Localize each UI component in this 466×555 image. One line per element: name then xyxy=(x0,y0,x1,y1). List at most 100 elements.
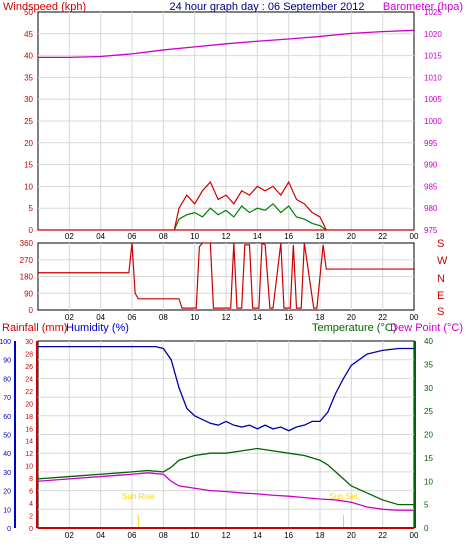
rainfall-tick-label: 12 xyxy=(25,451,33,458)
top-x-tick-label: 04 xyxy=(96,232,105,241)
top-x-tick-label: 16 xyxy=(284,232,293,241)
top-x-tick-label: 00 xyxy=(410,232,419,241)
direction-x-tick-label: 22 xyxy=(378,313,387,322)
direction-x-tick-label: 06 xyxy=(128,313,137,322)
rainfall-axis-label: Rainfall (mm) xyxy=(2,322,67,334)
direction-x-tick-label: 18 xyxy=(316,313,325,322)
direction-x-tick-label: 14 xyxy=(253,313,262,322)
windspeed-tick-label: 15 xyxy=(24,161,33,170)
humidity-tick-label: 80 xyxy=(3,376,11,383)
top-x-tick-label: 20 xyxy=(347,232,356,241)
direction-line xyxy=(38,241,414,309)
compass-label: S xyxy=(437,306,444,318)
windspeed-tick-label: 0 xyxy=(29,226,34,235)
temperature-tick-label: 0 xyxy=(424,524,429,533)
gust-line xyxy=(173,180,327,231)
barometer-axis-label: Barometer (hpa) xyxy=(383,1,463,13)
rainfall-tick-label: 2 xyxy=(29,514,33,521)
barometer-tick-label: 975 xyxy=(424,226,438,235)
temperature-line xyxy=(37,447,414,506)
direction-tick-label: 180 xyxy=(20,273,34,282)
top-x-tick-label: 22 xyxy=(378,232,387,241)
temperature-axis-label: Temperature (°C) xyxy=(312,322,396,334)
humidity-tick-label: 100 xyxy=(0,339,11,346)
sun-annotation-label: Sun Set xyxy=(329,492,358,501)
compass-label: W xyxy=(437,255,448,267)
top-x-tick-label: 12 xyxy=(222,232,231,241)
humidity-tick-label: 70 xyxy=(3,395,11,402)
direction-grid xyxy=(38,243,414,310)
rainfall-tick-label: 16 xyxy=(25,426,33,433)
top-x-tick-label: 18 xyxy=(316,232,325,241)
bottom-x-tick-label: 06 xyxy=(128,531,137,540)
rainfall-tick-label: 26 xyxy=(25,364,33,371)
rainfall-tick-label: 28 xyxy=(25,351,33,358)
bottom-x-tick-label: 18 xyxy=(316,531,325,540)
barometer-tick-label: 1025 xyxy=(424,8,442,17)
barometer-tick-label: 1010 xyxy=(424,73,442,82)
top-grid xyxy=(38,12,414,230)
rainfall-tick-label: 22 xyxy=(25,389,33,396)
rainfall-tick-label: 0 xyxy=(29,526,33,533)
direction-series xyxy=(38,241,414,309)
temperature-tick-label: 5 xyxy=(424,501,429,510)
bottom-x-tick-label: 02 xyxy=(65,531,74,540)
humidity-tick-label: 50 xyxy=(3,433,11,440)
humidity-tick-label: 0 xyxy=(7,526,11,533)
top-x-tick-label: 06 xyxy=(128,232,137,241)
bottom-x-tick-label: 12 xyxy=(222,531,231,540)
bottom-x-tick-label: 04 xyxy=(96,531,105,540)
temperature-tick-label: 20 xyxy=(424,431,433,440)
top-x-tick-label: 02 xyxy=(65,232,74,241)
rainfall-tick-label: 24 xyxy=(25,376,33,383)
humidity-tick-label: 60 xyxy=(3,414,11,421)
sun-annotation-label: Sun Rise xyxy=(122,492,155,501)
direction-x-tick-label: 00 xyxy=(410,313,419,322)
compass-label: S xyxy=(437,238,444,250)
direction-x-tick-label: 08 xyxy=(159,313,168,322)
rainfall-tick-label: 30 xyxy=(25,339,33,346)
barometer-tick-label: 990 xyxy=(424,161,438,170)
barometer-tick-label: 995 xyxy=(424,139,438,148)
bottom-x-tick-label: 22 xyxy=(378,531,387,540)
bottom-x-tick-label: 20 xyxy=(347,531,356,540)
humidity-tick-label: 40 xyxy=(3,451,11,458)
windspeed-tick-label: 20 xyxy=(24,139,33,148)
top-windspeed-tick-labels: 0 5 10 15 20 25 30 35 40 45 50 xyxy=(24,8,33,235)
direction-x-tick-label: 12 xyxy=(222,313,231,322)
rainfall-tick-label: 8 xyxy=(29,476,33,483)
windspeed-line xyxy=(173,203,327,231)
direction-x-tick-labels: 02 04 06 08 10 12 14 16 18 20 22 00 xyxy=(65,313,419,322)
direction-tick-label: 0 xyxy=(29,306,34,315)
windspeed-tick-label: 40 xyxy=(24,52,33,61)
barometer-tick-label: 980 xyxy=(424,204,438,213)
sun-annotations: Sun Rise Sun Set xyxy=(122,492,359,528)
rainfall-tick-label: 14 xyxy=(25,439,33,446)
top-series xyxy=(38,29,415,231)
direction-x-tick-label: 10 xyxy=(190,313,199,322)
top-x-tick-label: 10 xyxy=(190,232,199,241)
barometer-tick-label: 985 xyxy=(424,182,438,191)
top-barometer-tick-labels: 975 980 985 990 995 1000 1005 1010 1015 1020 1025 xyxy=(424,8,442,235)
bottom-series xyxy=(37,345,414,529)
temperature-tick-label: 25 xyxy=(424,407,433,416)
direction-x-tick-label: 20 xyxy=(347,313,356,322)
windspeed-tick-label: 35 xyxy=(24,73,33,82)
rainfall-tick-label: 18 xyxy=(25,414,33,421)
top-x-tick-labels: 02 04 06 08 10 12 14 16 18 20 22 00 xyxy=(65,232,419,241)
humidity-axis-label: Humidity (%) xyxy=(66,322,129,334)
direction-tick-labels: 0 90 180 270 360 xyxy=(20,239,34,315)
bottom-x-tick-labels: 02 04 06 08 10 12 14 16 18 20 22 00 xyxy=(65,531,419,540)
rainfall-tick-label: 6 xyxy=(29,489,33,496)
direction-x-tick-label: 02 xyxy=(65,313,74,322)
dewpoint-line xyxy=(37,472,414,511)
direction-tick-label: 270 xyxy=(20,256,34,265)
humidity-tick-label: 10 xyxy=(3,507,11,514)
direction-x-tick-label: 16 xyxy=(284,313,293,322)
windspeed-tick-label: 50 xyxy=(24,8,33,17)
temperature-tick-label: 30 xyxy=(424,384,433,393)
